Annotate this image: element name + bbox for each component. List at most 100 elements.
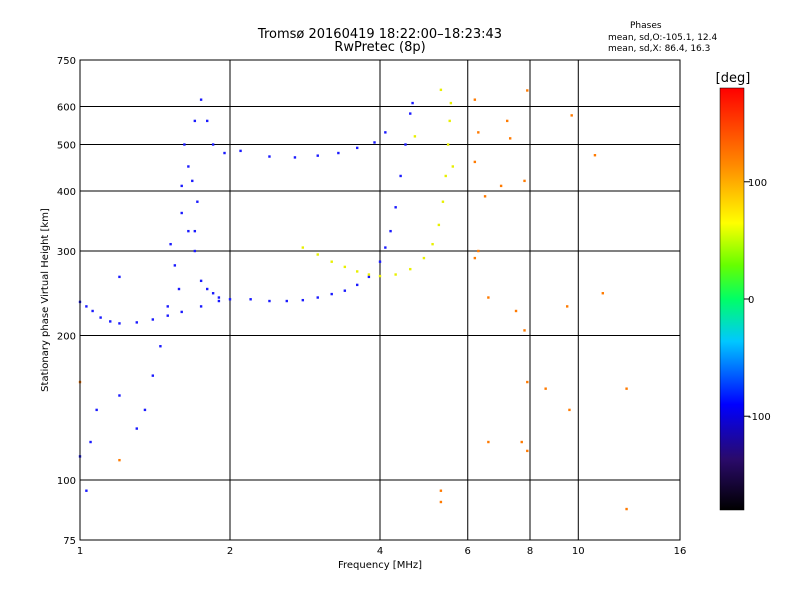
phase-stats-x: mean, sd,X: 86.4, 16.3	[608, 44, 711, 54]
echo-point	[568, 408, 571, 412]
echo-point	[473, 256, 477, 260]
echo-point	[177, 287, 181, 291]
echo-point	[180, 184, 183, 188]
echo-point	[487, 296, 490, 299]
echo-point	[316, 296, 319, 299]
echo-point	[151, 318, 155, 321]
echo-point	[483, 195, 487, 198]
echo-point	[373, 141, 376, 144]
echo-point	[196, 200, 199, 203]
echo-point	[477, 131, 480, 134]
echo-point	[205, 287, 209, 291]
echo-point	[451, 165, 455, 168]
echo-point	[239, 149, 242, 153]
echo-point	[95, 408, 98, 412]
echo-point	[187, 165, 190, 168]
echo-point	[505, 119, 509, 123]
echo-point	[444, 174, 447, 178]
chart-title: Tromsø 20160419 18:22:00–18:23:43	[257, 27, 503, 42]
echo-point	[118, 394, 121, 397]
echo-point	[193, 229, 197, 233]
echo-point	[378, 274, 382, 278]
echo-point	[437, 223, 441, 227]
echo-point	[499, 184, 503, 188]
echo-point	[118, 275, 121, 279]
echo-point	[384, 131, 387, 134]
x-tick-label: 4	[377, 546, 383, 557]
echo-point	[399, 174, 402, 178]
echo-point	[343, 289, 347, 292]
echo-point	[249, 298, 252, 301]
echo-point	[211, 143, 215, 146]
y-tick-label: 600	[57, 103, 76, 114]
echo-point	[151, 374, 155, 377]
echo-point	[422, 256, 426, 260]
echo-point	[199, 279, 203, 283]
echo-point	[187, 229, 190, 233]
echo-point	[520, 440, 523, 444]
echo-point	[337, 151, 340, 155]
y-tick-label: 400	[57, 187, 76, 198]
echo-point	[431, 242, 434, 246]
echo-point	[355, 146, 359, 150]
echo-point	[118, 458, 121, 462]
x-axis-ticks: 1 2 4 6 8 10 16	[77, 546, 687, 557]
echo-point	[409, 112, 412, 115]
colorbar	[719, 87, 745, 511]
echo-point	[523, 179, 526, 183]
echo-point	[523, 329, 526, 332]
echo-point	[183, 143, 186, 146]
x-tick-label: 16	[674, 546, 687, 557]
echo-point	[217, 296, 221, 299]
echo-point	[526, 449, 529, 453]
echo-point	[477, 249, 480, 253]
y-tick-label: 75	[63, 536, 76, 547]
echo-point	[159, 345, 162, 348]
echo-point	[394, 273, 397, 276]
echo-point	[199, 98, 203, 101]
echo-point	[367, 275, 371, 279]
echo-point	[316, 154, 319, 157]
x-axis-label: Frequency [MHz]	[338, 560, 422, 571]
echo-point	[330, 292, 333, 296]
echo-point	[205, 119, 209, 123]
echo-point	[166, 305, 169, 308]
echo-point	[135, 321, 138, 324]
echo-point	[180, 310, 183, 314]
echo-point	[601, 292, 605, 295]
echo-point	[193, 119, 197, 123]
colorbar-tick-label: 100	[748, 178, 767, 189]
echo-point	[217, 299, 221, 303]
echo-point	[404, 143, 407, 146]
echo-point	[91, 309, 94, 313]
x-tick-label: 8	[527, 546, 533, 557]
echo-point	[99, 316, 102, 319]
echo-point	[85, 305, 88, 308]
echo-point	[439, 500, 443, 504]
echo-point	[411, 101, 414, 105]
echo-point	[625, 507, 628, 511]
echo-points	[78, 88, 628, 511]
echo-point	[268, 155, 271, 158]
colorbar-tick-label: 0	[748, 295, 754, 306]
echo-point	[180, 211, 183, 215]
chart-subtitle: RwPretec (8p)	[334, 40, 426, 55]
echo-point	[441, 200, 445, 203]
phase-heading: Phases	[630, 21, 662, 31]
echo-point	[394, 206, 397, 209]
echo-point	[413, 135, 417, 138]
grid-lines	[80, 60, 680, 540]
echo-point	[135, 427, 138, 430]
echo-point	[293, 156, 297, 159]
echo-point	[118, 322, 121, 325]
echo-point	[384, 246, 387, 249]
echo-point	[526, 89, 529, 92]
x-tick-label: 2	[227, 546, 233, 557]
echo-point	[211, 292, 215, 295]
echo-point	[199, 305, 203, 308]
y-tick-label: 100	[57, 476, 76, 487]
y-tick-label: 750	[57, 56, 76, 67]
echo-point	[316, 253, 319, 256]
echo-point	[473, 98, 477, 101]
x-tick-label: 6	[465, 546, 471, 557]
